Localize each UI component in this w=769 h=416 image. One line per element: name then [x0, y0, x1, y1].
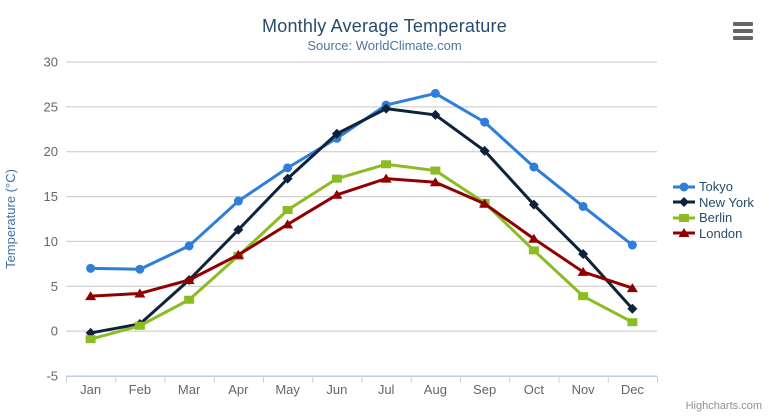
- berlin-point-mar[interactable]: [184, 295, 195, 304]
- legend-label-berlin: Berlin: [699, 210, 733, 226]
- london-point-apr[interactable]: [232, 249, 244, 259]
- y-axis-title: Temperature (°C): [3, 169, 18, 269]
- london-point-dec[interactable]: [626, 283, 638, 293]
- series-line-berlin: [89, 162, 634, 341]
- y-axis-label: -5: [46, 369, 58, 384]
- hamburger-icon: [733, 29, 753, 33]
- credits-link[interactable]: Highcharts.com: [685, 400, 762, 412]
- berlin-symbol-icon: [679, 213, 689, 222]
- x-axis-label: Dec: [621, 382, 645, 397]
- berlin-marker-icon: [673, 213, 695, 222]
- berlin-point-may[interactable]: [282, 206, 293, 215]
- x-axis-label: Sep: [473, 382, 496, 397]
- london-point-aug[interactable]: [429, 177, 441, 187]
- tokyo-point-sep[interactable]: [480, 117, 490, 127]
- x-axis-label: May: [275, 382, 300, 397]
- tokyo-point-feb[interactable]: [135, 264, 145, 274]
- tokyo-point-dec[interactable]: [627, 240, 637, 250]
- tokyo-point-may[interactable]: [283, 163, 293, 173]
- new-york-point-oct[interactable]: [528, 199, 539, 210]
- new-york-point-apr[interactable]: [233, 224, 244, 235]
- berlin-point-aug[interactable]: [430, 166, 441, 175]
- y-axis-label: 10: [44, 234, 58, 249]
- x-axis-label: Mar: [178, 382, 201, 397]
- tokyo-point-oct[interactable]: [529, 162, 539, 172]
- new-york-point-aug[interactable]: [430, 109, 441, 120]
- new-york-point-dec[interactable]: [627, 303, 638, 314]
- series-line-new-york: [89, 107, 634, 335]
- hamburger-icon: [733, 36, 753, 40]
- x-axis-label: Apr: [228, 382, 249, 397]
- tokyo-point-nov[interactable]: [578, 201, 588, 211]
- berlin-point-jul[interactable]: [381, 160, 392, 169]
- y-axis-label: 15: [44, 189, 58, 204]
- new-york-symbol-icon: [679, 197, 689, 208]
- london-marker-icon: [673, 228, 695, 238]
- berlin-point-dec[interactable]: [627, 318, 638, 327]
- legend-item-tokyo[interactable]: Tokyo: [673, 179, 754, 195]
- new-york-point-nov[interactable]: [578, 248, 589, 259]
- berlin-point-feb[interactable]: [134, 321, 145, 330]
- series-line-london: [89, 177, 634, 298]
- london-point-may[interactable]: [282, 219, 294, 229]
- legend-item-new-york[interactable]: New York: [673, 195, 754, 211]
- london-symbol-icon: [678, 228, 690, 238]
- tokyo-point-mar[interactable]: [184, 241, 194, 251]
- x-axis-label: Aug: [424, 382, 447, 397]
- london-point-feb[interactable]: [134, 288, 146, 298]
- legend: Tokyo New York Berlin London: [673, 179, 754, 241]
- new-york-point-may[interactable]: [282, 173, 293, 184]
- berlin-point-oct[interactable]: [528, 246, 539, 255]
- tokyo-point-apr[interactable]: [233, 196, 243, 206]
- x-axis-label: Jan: [80, 382, 101, 397]
- new-york-point-jul[interactable]: [381, 103, 392, 114]
- tokyo-marker-icon: [673, 182, 695, 192]
- legend-item-london[interactable]: London: [673, 226, 754, 242]
- y-axis-label: 25: [44, 99, 58, 114]
- hamburger-icon: [733, 22, 753, 26]
- london-point-nov[interactable]: [577, 266, 589, 276]
- x-axis-label: Oct: [524, 382, 545, 397]
- x-axis-label: Feb: [129, 382, 151, 397]
- london-point-jan[interactable]: [85, 291, 97, 301]
- y-axis-label: 30: [44, 55, 58, 70]
- london-point-sep[interactable]: [479, 198, 491, 208]
- legend-item-berlin[interactable]: Berlin: [673, 210, 754, 226]
- chart-title: Monthly Average Temperature: [262, 16, 507, 36]
- berlin-point-jan[interactable]: [85, 335, 96, 344]
- london-point-jul[interactable]: [380, 173, 392, 183]
- tokyo-point-aug[interactable]: [430, 88, 440, 98]
- london-point-mar[interactable]: [183, 275, 195, 285]
- x-axis-label: Jul: [378, 382, 395, 397]
- new-york-point-jun[interactable]: [331, 128, 342, 139]
- new-york-marker-icon: [673, 197, 695, 208]
- tokyo-point-jan[interactable]: [86, 263, 96, 273]
- export-menu-button[interactable]: [733, 22, 753, 40]
- new-york-point-sep[interactable]: [479, 145, 490, 156]
- london-point-oct[interactable]: [528, 233, 540, 243]
- x-axis-label: Nov: [572, 382, 596, 397]
- berlin-point-jun[interactable]: [331, 174, 342, 183]
- tokyo-symbol-icon: [679, 182, 689, 192]
- y-axis-label: 20: [44, 144, 58, 159]
- berlin-point-nov[interactable]: [578, 292, 589, 301]
- london-point-jun[interactable]: [331, 189, 343, 199]
- legend-label-london: London: [699, 225, 743, 241]
- legend-label-tokyo: Tokyo: [699, 179, 733, 195]
- y-axis-label: 5: [51, 279, 58, 294]
- y-axis-label: 0: [51, 324, 58, 339]
- legend-label-new-york: New York: [699, 194, 754, 210]
- chart-subtitle: Source: WorldClimate.com: [307, 38, 462, 53]
- x-axis-label: Jun: [326, 382, 347, 397]
